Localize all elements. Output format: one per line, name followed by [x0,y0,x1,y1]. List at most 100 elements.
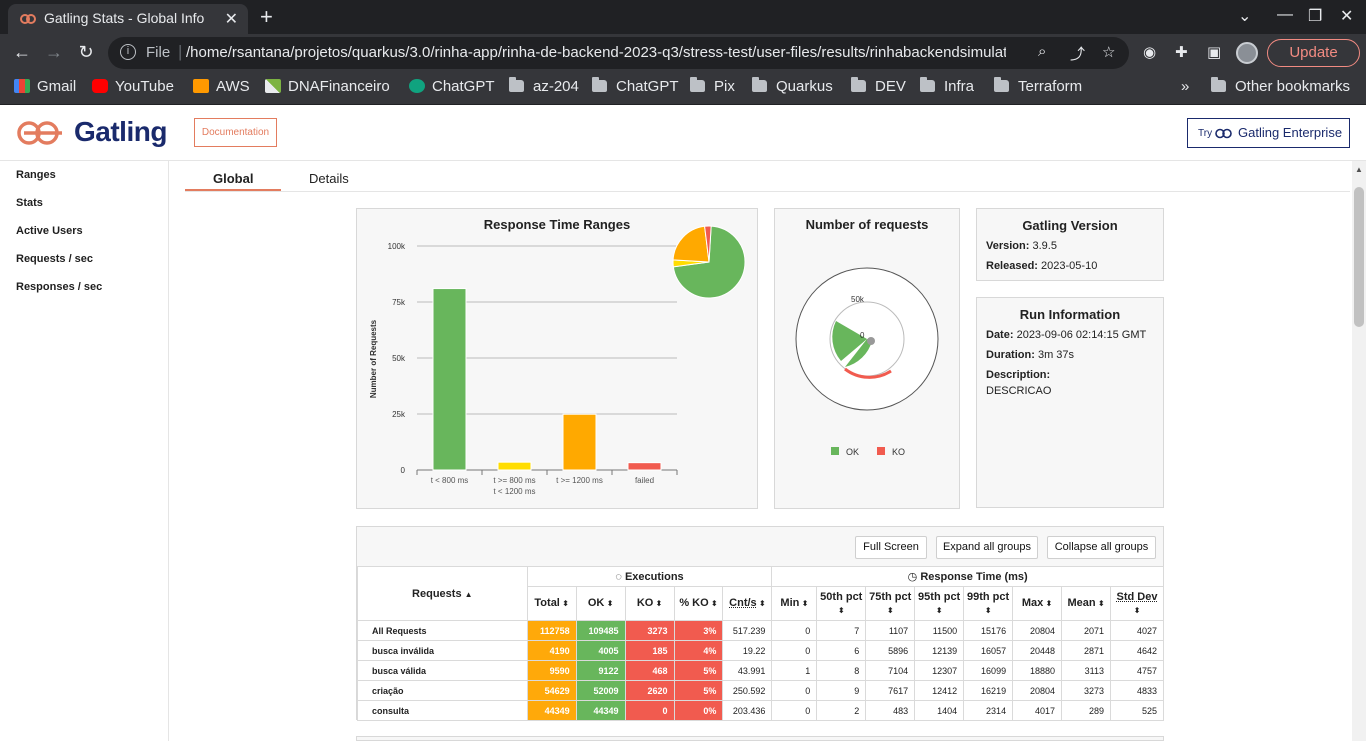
close-window-icon[interactable]: ✕ [1340,8,1354,25]
cell-total: 4190 [526,640,577,661]
request-name[interactable]: consulta [357,700,528,721]
close-tab-icon[interactable]: ✕ [224,11,238,28]
zoom-icon[interactable]: ⌕ [1038,43,1047,60]
documentation-button[interactable]: Documentation [194,118,277,147]
request-name[interactable]: criação [357,680,528,701]
column-header-6[interactable]: 50th pct ⬍ [816,586,867,621]
sort-icon: ⬍ [559,599,569,608]
bookmark-gmail[interactable]: Gmail [14,78,76,95]
cell-total: 54629 [526,680,577,701]
bookmark-folder-quarkus[interactable]: Quarkus [752,77,833,95]
bookmark-folder-dev[interactable]: DEV [851,77,906,95]
tab-title: Gatling Stats - Global Info [44,10,205,26]
reload-icon[interactable]: ↻ [78,42,94,62]
forward-icon[interactable]: → [45,42,63,62]
bookmark-folder-pix[interactable]: Pix [690,77,735,95]
bookmark-chatgpt[interactable]: ChatGPT [409,78,495,95]
update-button[interactable]: Update [1267,39,1360,67]
minimize-icon[interactable]: — [1277,6,1293,23]
column-header-0[interactable]: Total ⬍ [526,586,577,621]
gatling-enterprise-button[interactable]: Try Gatling Enterprise [1187,118,1350,148]
extension-color-icon[interactable]: ◉ [1143,44,1157,61]
column-header-4[interactable]: Cnt/s ⬍ [722,586,773,621]
tab-global[interactable]: Global [213,171,254,186]
folder-icon [592,77,607,92]
cell-std: 4833 [1109,680,1165,701]
other-bookmarks[interactable]: Other bookmarks [1211,77,1350,95]
side-panel-icon[interactable]: ▣ [1207,44,1222,61]
sidebar-item-stats[interactable]: Stats [16,197,43,209]
collapse-all-groups-button[interactable]: Collapse all groups [1047,536,1156,559]
browser-tab[interactable]: Gatling Stats - Global Info ✕ [8,4,248,34]
bookmark-folder-chatgpt[interactable]: ChatGPT [592,77,679,95]
x-tick-label: t >= 800 ms [493,476,535,485]
cell-std: 525 [1109,700,1165,721]
new-tab-icon[interactable]: + [260,4,273,29]
column-header-8[interactable]: 95th pct ⬍ [914,586,965,621]
full-screen-button[interactable]: Full Screen [855,536,927,559]
column-header-12[interactable]: Std Dev ⬍ [1109,586,1165,621]
sidebar-item-requests-sec[interactable]: Requests / sec [16,253,94,265]
cell-min: 0 [771,680,818,701]
table-row[interactable]: All Requests 112758 109485 3273 3% 517.239 0 7 1… [357,620,1165,641]
bookmark-aws[interactable]: AWS [193,78,250,95]
table-row[interactable]: criação 54629 52009 2620 5% 250.592 0 9 7617 1241… [357,680,1165,701]
bookmark-star-icon[interactable]: ☆ [1102,44,1116,61]
bar-3 [627,462,662,471]
expand-all-groups-button[interactable]: Expand all groups [936,536,1038,559]
site-info-icon[interactable]: i [120,44,136,60]
legend-ko-label[interactable]: KO [892,447,905,457]
scroll-up-arrow-icon[interactable]: ▲ [1355,165,1363,174]
table-row[interactable]: busca válida 9590 9122 468 5% 43.991 1 8 7104 123… [357,660,1165,681]
column-header-2[interactable]: KO ⬍ [624,586,675,621]
folder-icon [752,77,767,92]
tab-search-icon[interactable]: ⌄ [1238,8,1252,25]
cell-p99: 16057 [963,640,1014,661]
y-tick-label: 0 [401,466,406,475]
tab-details[interactable]: Details [309,171,349,186]
bookmark-folder-infra[interactable]: Infra [920,77,974,95]
maximize-icon[interactable]: ❐ [1308,8,1323,25]
bookmark-folder-az204[interactable]: az-204 [509,77,579,95]
table-row[interactable]: consulta 44349 44349 0 0% 203.436 0 2 483 1404 231… [357,700,1165,721]
column-header-label: 50th pct [820,590,863,603]
bookmark-dnafinanceiro[interactable]: DNAFinanceiro [265,78,390,95]
bookmark-folder-terraform[interactable]: Terraform [994,77,1082,95]
response-time-ranges-panel: Response Time Ranges 0 25k 50k 75k 100k Numbe… [356,208,758,509]
cell-min: 0 [771,700,818,721]
table-row[interactable]: busca inválida 4190 4005 185 4% 19.22 0 6 5896 12… [357,640,1165,661]
extensions-puzzle-icon[interactable]: ✚ [1175,44,1188,61]
active-tab-indicator [185,189,281,191]
sort-icon: ⬍ [756,599,766,608]
column-header-1[interactable]: OK ⬍ [575,586,626,621]
sidebar-item-active-users[interactable]: Active Users [16,225,83,237]
column-header-9[interactable]: 99th pct ⬍ [963,586,1014,621]
bookmarks-overflow-icon[interactable]: » [1181,78,1190,95]
cell-p99: 16219 [963,680,1014,701]
column-header-11[interactable]: Mean ⬍ [1061,586,1111,621]
cell-ko: 0 [624,700,675,721]
page-scrollbar[interactable]: ▲ [1352,161,1366,741]
profile-avatar[interactable] [1236,42,1258,64]
request-name[interactable]: busca válida [357,660,528,681]
sidebar-item-responses-sec[interactable]: Responses / sec [16,281,103,293]
url-text[interactable]: /home/rsantana/projetos/quarkus/3.0/rinh… [186,44,1006,61]
sort-icon: ⬍ [604,599,614,608]
scrollbar-thumb[interactable] [1354,187,1364,327]
column-header-3[interactable]: % KO ⬍ [673,586,724,621]
share-icon[interactable]: ⤴ [1070,46,1086,63]
column-header-5[interactable]: Min ⬍ [771,586,818,621]
column-header-10[interactable]: Max ⬍ [1012,586,1063,621]
address-bar[interactable]: i File | /home/rsantana/projetos/quarkus… [108,37,1129,69]
back-icon[interactable]: ← [13,42,31,62]
gatling-brand: Gatling [74,116,167,147]
bookmark-youtube[interactable]: YouTube [92,78,174,95]
request-name[interactable]: busca inválida [357,640,528,661]
sidebar-item-ranges[interactable]: Ranges [16,169,56,181]
requests-header[interactable]: Requests ▲ [357,566,528,621]
bar-0 [432,288,467,471]
folder-icon [920,77,935,92]
request-name[interactable]: All Requests [357,620,528,641]
column-header-7[interactable]: 75th pct ⬍ [865,586,916,621]
legend-ok-label[interactable]: OK [846,447,859,457]
